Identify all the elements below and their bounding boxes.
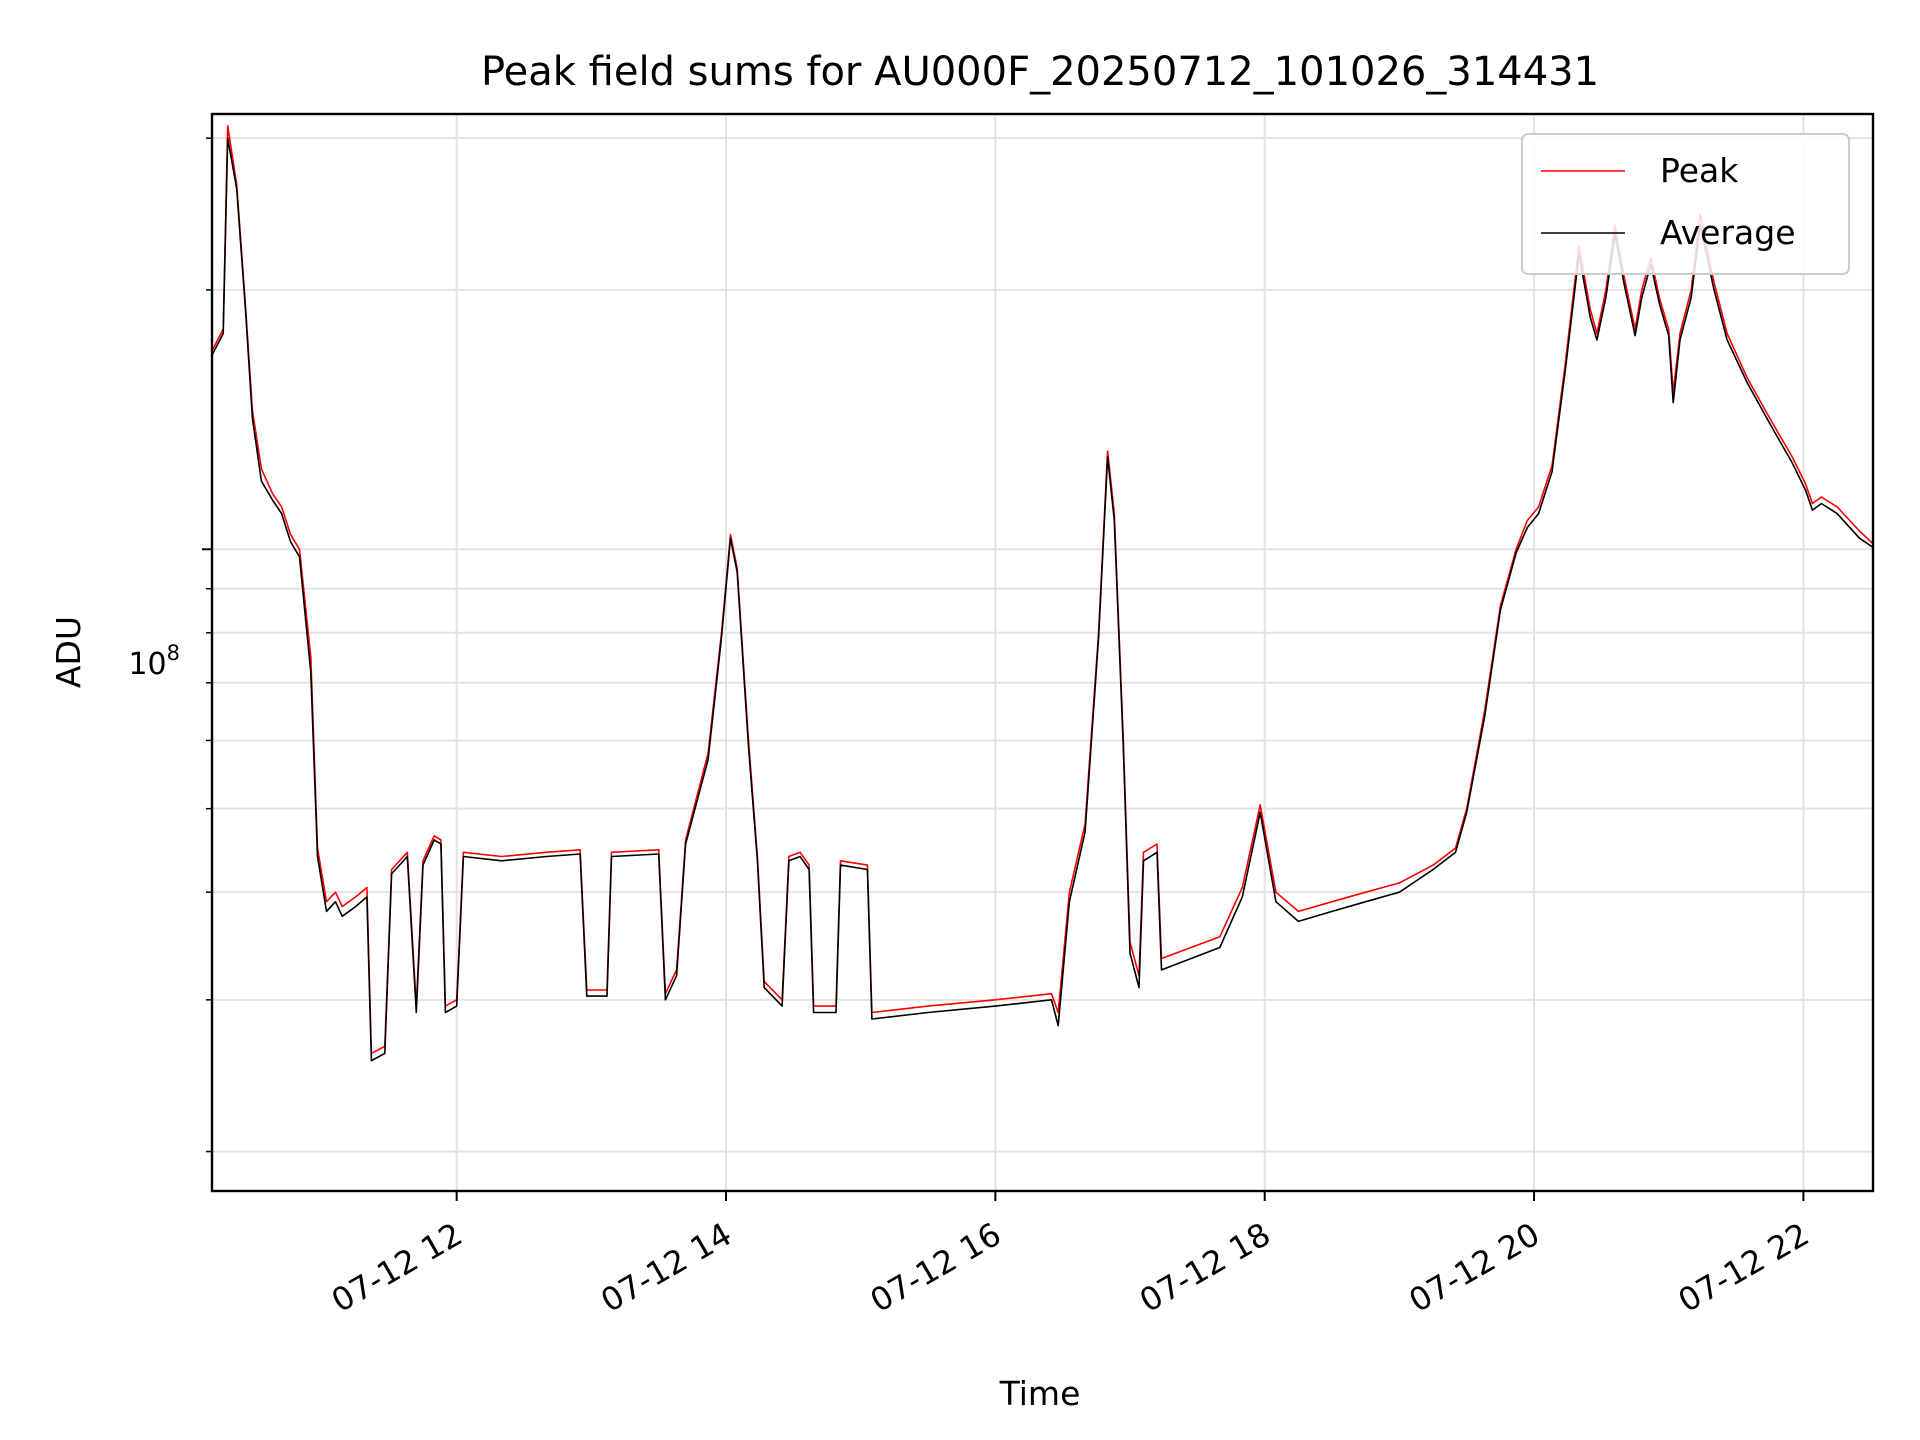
plot-area-series: [211, 125, 1874, 1062]
y-axis-label: ADU: [49, 616, 88, 688]
legend: Peak Average: [1521, 133, 1850, 275]
y-tick-label-1e8: 108: [128, 641, 180, 682]
plot-area-frame: [210, 112, 1875, 1193]
series-line-average: [211, 137, 1874, 1062]
series-line-peak: [211, 125, 1874, 1055]
x-axis-label: Time: [999, 1374, 1081, 1413]
legend-box: [1521, 133, 1850, 275]
grid-lines: [212, 114, 1873, 1191]
y-tick-base: 10: [128, 647, 166, 682]
legend-label-peak: Peak: [1660, 151, 1739, 190]
chart-title: Peak field sums for AU000F_20250712_1010…: [481, 49, 1599, 95]
legend-label-average: Average: [1660, 213, 1796, 252]
y-tick-exponent: 8: [167, 641, 180, 665]
